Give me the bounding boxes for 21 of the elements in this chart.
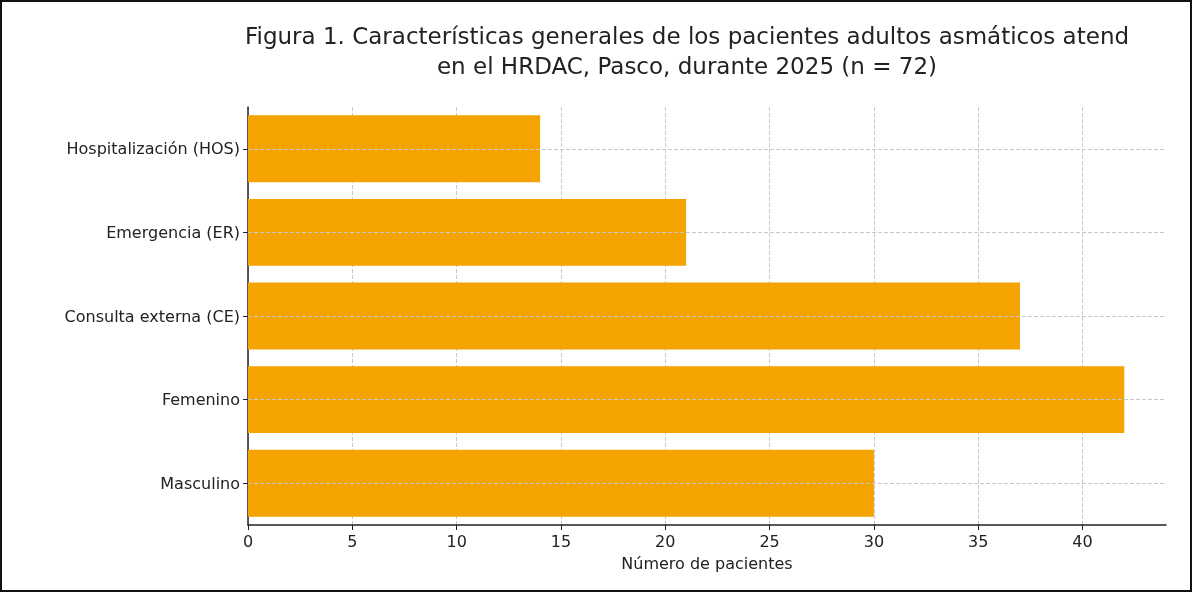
- y-tick-label: Emergencia (ER): [106, 222, 240, 242]
- y-tick-label: Femenino: [161, 390, 240, 410]
- x-tick-label: 5: [347, 531, 358, 551]
- x-tick-label: 30: [863, 531, 885, 551]
- bar: [248, 198, 687, 266]
- y-tick-label: Masculino: [160, 473, 240, 493]
- x-axis-title: Número de pacientes: [621, 553, 793, 573]
- x-tick-label: 15: [550, 531, 572, 551]
- x-tick-label: 20: [655, 531, 676, 551]
- y-tick-label: Hospitalización (HOS): [66, 139, 240, 159]
- chart-title: Figura 1. Características generales de los pacientes adultos asmáticos atend en el HRDAC, Pasco, durante 2025 (n = 72): [244, 23, 1130, 79]
- bar: [248, 449, 874, 517]
- x-tick-label: 0: [242, 531, 254, 551]
- x-tick-label: 40: [1072, 531, 1093, 551]
- y-tick-label: Consulta externa (CE): [64, 306, 240, 326]
- bar: [248, 282, 1020, 350]
- bar: [248, 115, 541, 183]
- x-tick-label: 35: [968, 531, 989, 551]
- x-tick-label: 10: [446, 531, 467, 551]
- bar: [248, 366, 1125, 434]
- x-tick-label: 25: [759, 531, 780, 551]
